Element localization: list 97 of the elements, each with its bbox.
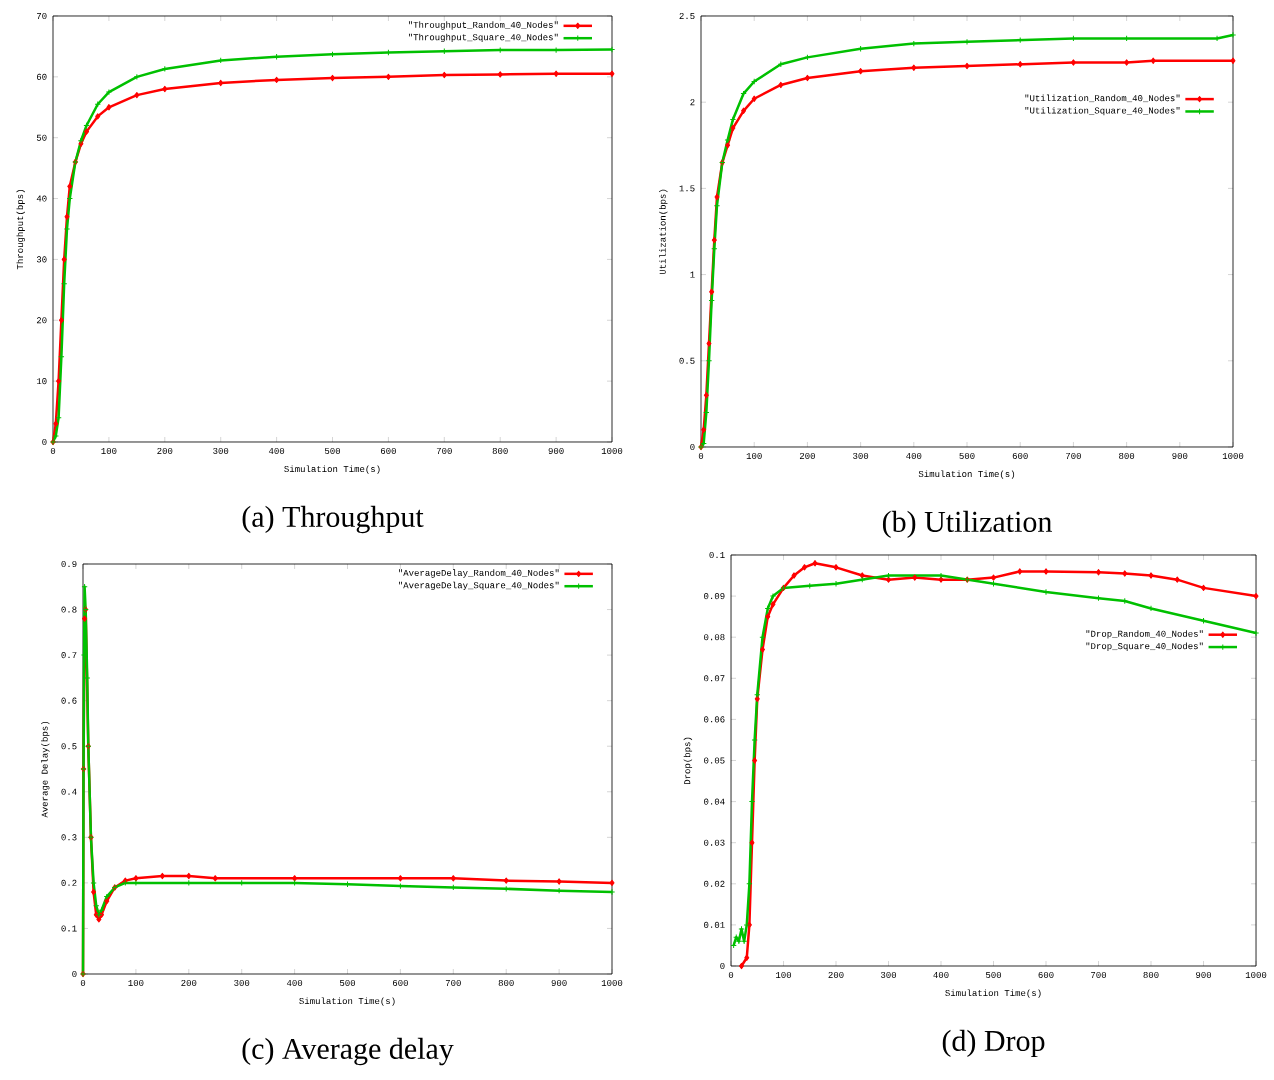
x-axis-title: Simulation Time(s) <box>918 470 1015 479</box>
x-tick-label: 0 <box>698 452 704 459</box>
x-tick-label: 800 <box>1143 971 1159 978</box>
x-axis-title: Simulation Time(s) <box>299 997 395 1006</box>
x-tick-label: 500 <box>959 452 975 459</box>
x-tick-label: 700 <box>436 447 452 454</box>
x-tick-label: 300 <box>234 979 250 986</box>
text: (a) Throughput <box>242 505 424 534</box>
y-tick-label: 0 <box>720 962 725 970</box>
x-tick-label: 100 <box>101 447 117 454</box>
y-tick-label: 0.06 <box>704 716 725 723</box>
legend-label: "AverageDelay_Random_40_Nodes" <box>399 569 559 578</box>
x-tick-label: 600 <box>380 447 396 454</box>
y-tick-label: 70 <box>37 12 47 20</box>
x-tick-label: 100 <box>746 452 762 459</box>
x-tick-label: 800 <box>498 979 514 986</box>
x-tick-label: 0 <box>50 447 56 454</box>
x-tick-label: 100 <box>776 971 792 978</box>
legend-label: "Drop_Random_40_Nodes" <box>1086 630 1203 639</box>
y-tick-label: 2.5 <box>679 12 695 20</box>
x-tick-label: 200 <box>181 979 197 986</box>
y-tick-label: 0.03 <box>704 839 725 846</box>
x-tick-label: 400 <box>268 447 285 454</box>
y-tick-label: 1 <box>690 271 695 278</box>
y-tick-label: 40 <box>36 195 47 202</box>
text: (d) Drop <box>942 1029 1045 1058</box>
x-tick-label: 700 <box>1091 971 1107 978</box>
legend-label: "Throughput_Random_40_Nodes" <box>408 21 558 30</box>
y-tick-label: 0.6 <box>61 697 77 704</box>
y-tick-label: 0.05 <box>704 757 725 764</box>
y-tick-label: 0.02 <box>704 880 725 887</box>
x-tick-label: 1000 <box>1222 452 1244 459</box>
legend-label: "Utilization_Square_40_Nodes" <box>1025 106 1180 116</box>
legend-label: "AverageDelay_Square_40_Nodes" <box>399 581 559 591</box>
x-tick-label: 600 <box>1012 452 1028 459</box>
x-tick-label: 200 <box>157 447 173 454</box>
x-tick-label: 500 <box>985 971 1002 978</box>
y-tick-label: 0 <box>42 438 47 446</box>
y-tick-label: 0.08 <box>704 634 725 641</box>
x-tick-label: 400 <box>286 979 303 986</box>
y-axis-title: Throughput(bps) <box>16 190 25 270</box>
x-tick-label: 900 <box>548 447 564 454</box>
y-tick-label: 20 <box>36 317 47 324</box>
x-tick-label: 300 <box>853 452 869 459</box>
legend-label: "Drop_Square_40_Nodes" <box>1086 642 1203 651</box>
x-tick-label: 1000 <box>601 979 623 986</box>
y-tick-label: 0.9 <box>61 560 77 568</box>
x-tick-label: 700 <box>445 979 461 986</box>
y-tick-label: 30 <box>36 256 47 263</box>
y-tick-label: 0.7 <box>61 652 77 659</box>
x-tick-label: 500 <box>339 979 356 986</box>
y-tick-label: 0.5 <box>679 357 695 364</box>
y-tick-label: 0.1 <box>709 551 725 559</box>
x-tick-label: 900 <box>551 979 567 986</box>
y-tick-label: 0.2 <box>61 879 77 886</box>
y-axis-title: Average Delay(bps) <box>41 721 50 818</box>
y-tick-label: 0.4 <box>61 788 77 795</box>
legend-label: "Throughput_Square_40_Nodes" <box>408 33 558 43</box>
x-tick-label: 200 <box>828 971 844 978</box>
x-tick-label: 400 <box>933 971 949 978</box>
x-axis-title: Simulation Time(s) <box>945 989 1041 998</box>
x-tick-label: 800 <box>1119 452 1135 459</box>
x-tick-label: 1000 <box>1245 971 1267 978</box>
x-tick-label: 300 <box>880 971 897 978</box>
x-tick-label: 600 <box>1038 971 1054 978</box>
x-tick-label: 700 <box>1066 452 1081 459</box>
x-tick-label: 1000 <box>601 447 623 454</box>
y-tick-label: 1.5 <box>679 185 695 192</box>
x-tick-label: 400 <box>906 452 922 459</box>
y-tick-label: 10 <box>36 378 47 385</box>
y-tick-label: 0.1 <box>61 925 77 932</box>
x-tick-label: 900 <box>1196 971 1212 978</box>
x-tick-label: 300 <box>213 447 229 454</box>
text: (b) Utilization <box>882 510 1052 539</box>
y-tick-label: 0.3 <box>61 834 77 841</box>
y-tick-label: 2 <box>690 99 695 106</box>
x-tick-label: 200 <box>799 452 815 459</box>
x-tick-label: 0 <box>80 979 86 986</box>
x-tick-label: 900 <box>1172 452 1188 459</box>
y-axis-title: Utilization(bps) <box>659 189 668 275</box>
y-tick-label: 0.01 <box>704 921 725 928</box>
x-tick-label: 0 <box>728 971 734 978</box>
y-tick-label: 0.8 <box>61 606 77 613</box>
y-tick-label: 0.07 <box>704 675 725 682</box>
x-tick-label: 100 <box>128 979 144 986</box>
y-tick-label: 60 <box>36 73 47 80</box>
text: (c) Average delay <box>242 1037 454 1066</box>
y-tick-label: 0.04 <box>704 798 725 805</box>
y-tick-label: 50 <box>36 134 47 141</box>
y-tick-label: 0.09 <box>704 593 725 600</box>
x-tick-label: 800 <box>492 447 508 454</box>
y-tick-label: 0.5 <box>61 743 77 750</box>
y-axis-title: Drop(bps) <box>683 737 693 785</box>
x-tick-label: 600 <box>392 979 408 986</box>
x-tick-label: 500 <box>324 447 341 454</box>
legend-label: "Utilization_Random_40_Nodes" <box>1025 94 1180 103</box>
x-axis-title: Simulation Time(s) <box>284 465 380 474</box>
